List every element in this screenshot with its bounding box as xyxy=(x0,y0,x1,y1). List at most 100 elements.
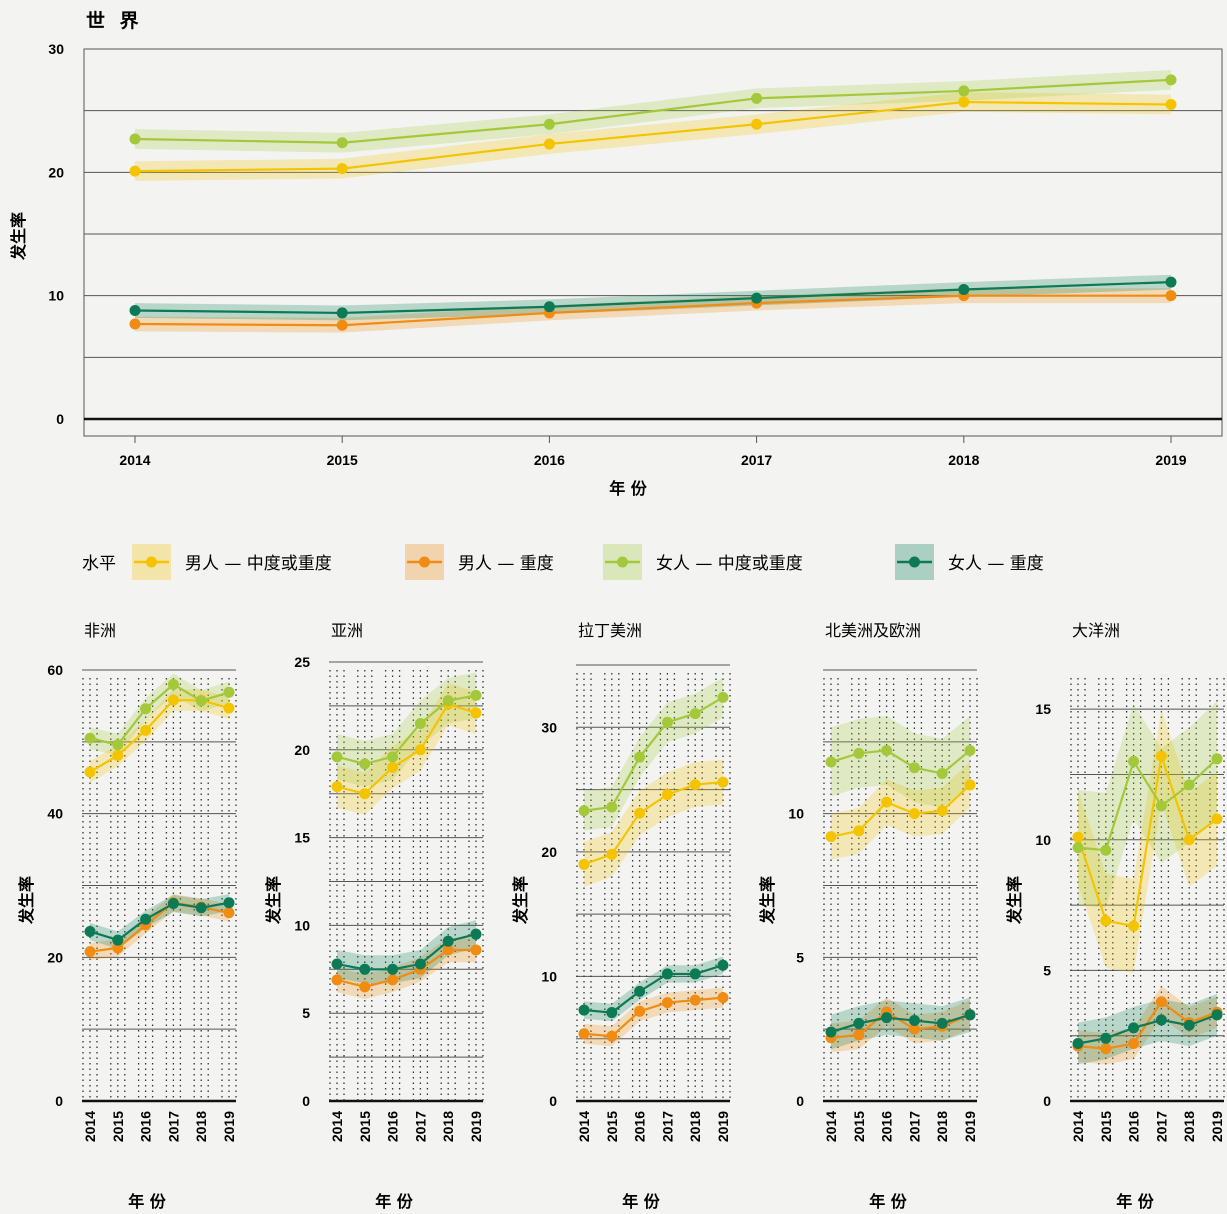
data-point-men_sev xyxy=(1155,996,1167,1008)
y-axis-label: 发生率 xyxy=(9,212,28,261)
data-point-men_sev xyxy=(442,944,454,956)
data-point-women_mod xyxy=(336,137,348,149)
data-point-men_sev xyxy=(129,318,141,330)
data-point-women_mod xyxy=(331,751,343,763)
y-axis-label: 发生率 xyxy=(511,876,530,925)
x-tick-label: 2018 xyxy=(687,1111,703,1142)
data-point-women_sev xyxy=(853,1017,865,1029)
data-point-men_sev xyxy=(112,942,124,954)
y-axis-label: 发生率 xyxy=(264,876,283,925)
data-point-women_sev xyxy=(140,913,152,925)
legend-label: 女人 — 重度 xyxy=(948,554,1044,574)
legend: 水平 男人 — 中度或重度 男人 — 重度 女人 — 中度或重度 女人 — 重度 xyxy=(82,544,1044,580)
chart-panel-1: 非洲 0 20 40 60 2014 2015 2016 2017 2018 2019 年 份 发生率 xyxy=(17,621,237,1211)
x-tick-label: 2016 xyxy=(138,1111,154,1142)
band-men_mod xyxy=(135,92,1171,181)
x-axis-label: 年 份 xyxy=(375,1192,414,1211)
x-axis-label: 年 份 xyxy=(1116,1192,1155,1211)
y-tick-label: 5 xyxy=(796,949,804,965)
x-tick-label: 2016 xyxy=(632,1111,648,1142)
data-point-women_sev xyxy=(1165,276,1177,288)
band-women_sev xyxy=(584,956,723,1022)
data-point-men_mod xyxy=(958,96,970,108)
data-point-men_sev xyxy=(1128,1038,1140,1050)
x-tick-label: 2019 xyxy=(221,1111,237,1142)
x-tick-label: 2019 xyxy=(1209,1111,1225,1142)
legend-item-men_mod: 男人 — 中度或重度 xyxy=(132,544,332,580)
band-men_sev xyxy=(584,987,723,1047)
data-point-men_sev xyxy=(336,319,348,331)
x-tick-label: 2017 xyxy=(906,1111,922,1142)
data-point-women_sev xyxy=(634,985,646,997)
data-point-men_sev xyxy=(1100,1043,1112,1055)
data-point-women_mod xyxy=(359,758,371,770)
data-point-women_mod xyxy=(1128,755,1140,767)
data-point-men_mod xyxy=(359,788,371,800)
data-point-women_sev xyxy=(1128,1022,1140,1034)
data-point-women_mod xyxy=(167,678,179,690)
x-tick-label: 2014 xyxy=(1070,1111,1086,1142)
data-point-men_sev xyxy=(634,1005,646,1017)
data-point-men_sev xyxy=(689,994,701,1006)
data-point-men_mod xyxy=(331,781,343,793)
data-point-women_sev xyxy=(387,963,399,975)
y-tick-label: 40 xyxy=(47,806,63,822)
data-point-men_sev xyxy=(661,997,673,1009)
data-point-women_mod xyxy=(881,744,893,756)
data-point-women_sev xyxy=(964,1009,976,1021)
x-tick-label: 2018 xyxy=(934,1111,950,1142)
data-point-men_mod xyxy=(908,808,920,820)
data-point-women_mod xyxy=(936,767,948,779)
x-tick-label: 2018 xyxy=(1181,1111,1197,1142)
data-point-women_mod xyxy=(853,747,865,759)
y-tick-label: 60 xyxy=(47,662,63,678)
x-tick-label: 2014 xyxy=(576,1111,592,1142)
data-point-women_sev xyxy=(1155,1014,1167,1026)
x-tick-label: 2015 xyxy=(110,1111,126,1142)
data-point-men_mod xyxy=(689,779,701,791)
data-point-men_mod xyxy=(414,744,426,756)
data-point-women_sev xyxy=(223,897,235,909)
x-axis-label: 年 份 xyxy=(609,479,648,498)
data-point-women_mod xyxy=(1072,842,1084,854)
series-line-men_mod xyxy=(1076,755,1218,928)
x-tick-label: 2014 xyxy=(82,1111,98,1142)
data-point-women_mod xyxy=(84,732,96,744)
band-men_mod xyxy=(831,761,970,860)
y-axis-label: 发生率 xyxy=(1005,876,1024,925)
data-point-men_sev xyxy=(387,974,399,986)
y-tick-label: 10 xyxy=(1035,832,1051,848)
data-point-men_mod xyxy=(1072,831,1084,843)
x-tick-label: 2015 xyxy=(604,1111,620,1142)
data-point-men_mod xyxy=(751,118,763,130)
data-point-men_mod xyxy=(1155,750,1167,762)
data-point-women_sev xyxy=(825,1026,837,1038)
y-tick-label: 0 xyxy=(302,1093,310,1109)
data-point-women_sev xyxy=(606,1007,618,1019)
x-tick-label: 2018 xyxy=(440,1111,456,1142)
data-point-men_sev xyxy=(470,944,482,956)
data-point-women_sev xyxy=(1211,1009,1223,1021)
data-point-men_sev xyxy=(606,1030,618,1042)
data-point-women_mod xyxy=(1165,74,1177,86)
x-tick-label: 2017 xyxy=(412,1111,428,1142)
data-point-women_sev xyxy=(112,934,124,946)
y-tick-label: 30 xyxy=(48,41,64,57)
data-point-men_mod xyxy=(964,779,976,791)
y-tick-label: 10 xyxy=(541,968,557,984)
data-point-men_sev xyxy=(84,946,96,958)
data-point-women_sev xyxy=(936,1017,948,1029)
y-tick-label: 10 xyxy=(48,288,64,304)
data-point-men_mod xyxy=(606,848,618,860)
x-tick-label: 2019 xyxy=(468,1111,484,1142)
y-tick-label: 15 xyxy=(1035,701,1051,717)
band-men_mod xyxy=(584,759,723,887)
x-tick-label: 2016 xyxy=(534,452,565,468)
x-tick-label: 2018 xyxy=(948,452,979,468)
data-point-women_mod xyxy=(634,751,646,763)
x-axis-label: 年 份 xyxy=(128,1192,167,1211)
series-line-women_mod xyxy=(134,78,1172,144)
data-point-men_mod xyxy=(84,766,96,778)
band-men_sev xyxy=(90,894,229,961)
legend-label: 男人 — 中度或重度 xyxy=(185,554,332,574)
